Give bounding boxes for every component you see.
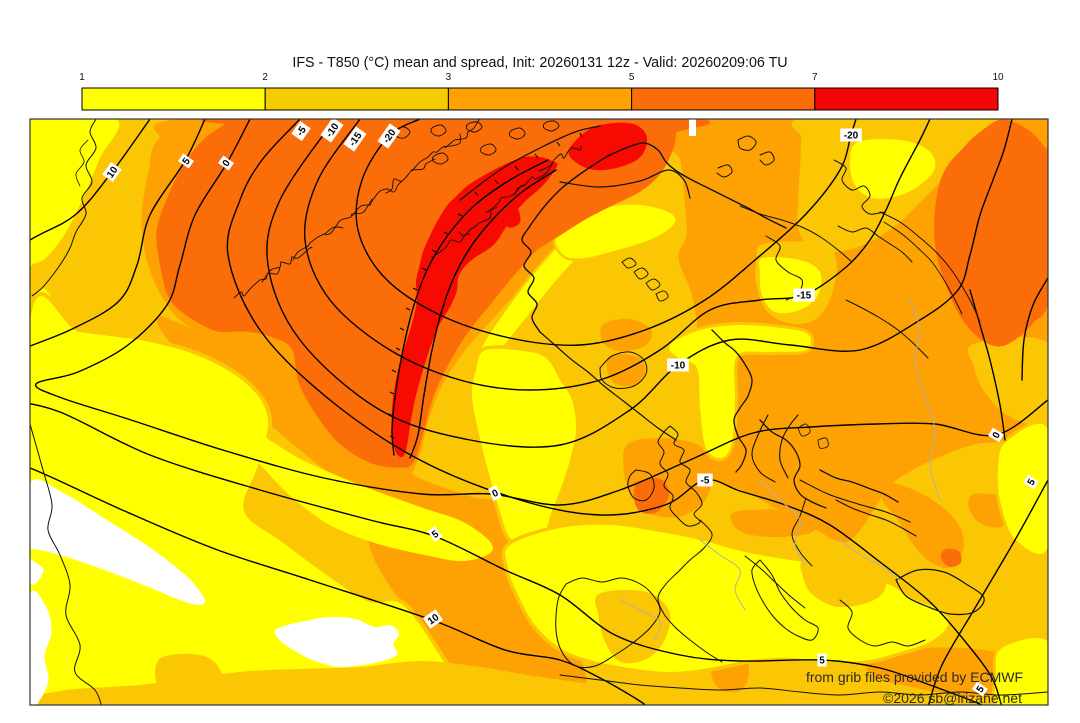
svg-text:from grib files provided by EC: from grib files provided by ECMWF <box>806 669 1023 685</box>
svg-text:0: 0 <box>491 488 501 501</box>
svg-text:IFS - T850 (°C) mean and sprea: IFS - T850 (°C) mean and spread, Init: 2… <box>292 55 787 71</box>
svg-text:1: 1 <box>79 72 85 83</box>
svg-text:0: 0 <box>221 158 233 169</box>
svg-text:-5: -5 <box>701 476 710 487</box>
svg-text:-15: -15 <box>797 291 812 302</box>
svg-text:5: 5 <box>975 684 987 695</box>
svg-text:5: 5 <box>819 656 825 667</box>
svg-text:7: 7 <box>812 72 818 83</box>
svg-text:-20: -20 <box>844 131 859 142</box>
svg-text:2: 2 <box>262 72 268 83</box>
svg-text:5: 5 <box>629 72 635 83</box>
svg-text:10: 10 <box>992 72 1004 83</box>
svg-text:-10: -10 <box>671 361 686 372</box>
svg-text:5: 5 <box>1026 477 1039 488</box>
svg-text:5: 5 <box>181 156 193 167</box>
svg-text:5: 5 <box>430 528 441 540</box>
svg-text:©2026 sb@irizane.net: ©2026 sb@irizane.net <box>883 690 1022 706</box>
svg-text:3: 3 <box>446 72 452 83</box>
svg-text:0: 0 <box>991 430 1004 441</box>
